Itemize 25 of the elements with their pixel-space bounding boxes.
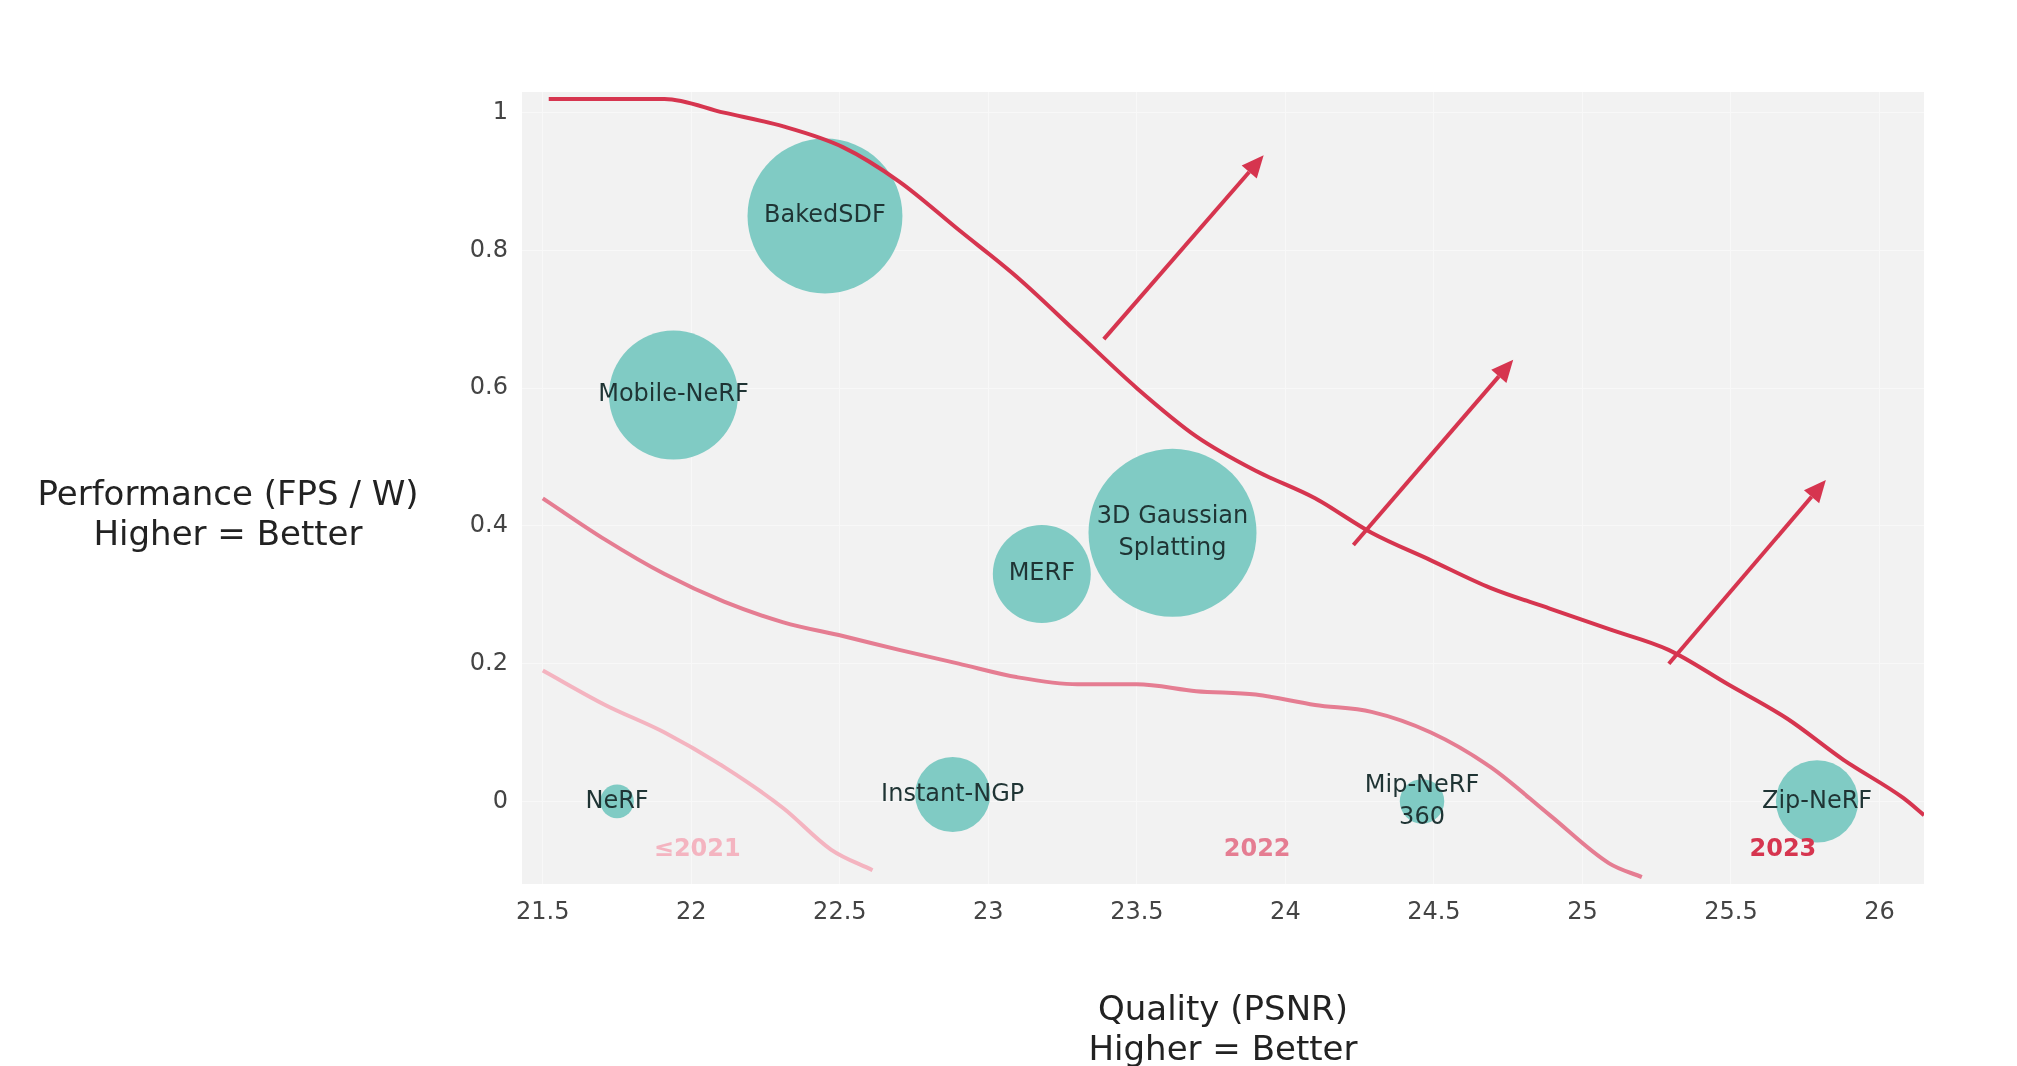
line-series (540, 668, 875, 873)
x-tick-label: 22 (676, 896, 707, 925)
x-tick-label: 24 (1270, 896, 1301, 925)
text: 2023 (1749, 834, 1817, 863)
y-tick-label: 0.2 (469, 647, 508, 676)
x-tick-label: 23 (973, 896, 1004, 925)
x-tick-label: 25.5 (1704, 896, 1758, 925)
y-tick-label: 0 (492, 785, 508, 814)
series-label: MERF (1008, 558, 1075, 587)
x-tick-label: 25 (1567, 896, 1598, 925)
y-tick-label: 0.8 (469, 234, 508, 263)
y-tick-label: 1 (492, 96, 508, 125)
series-label: 3D Gaussian Splatting (1096, 501, 1249, 561)
series-label: ≤2021 (653, 834, 741, 863)
x-tick-label: 22.5 (813, 896, 867, 925)
x-tick-label: 24.5 (1407, 896, 1461, 925)
line-series (540, 496, 1644, 880)
y-axis-title: Performance (FPS / W) Higher = Better (36, 473, 420, 553)
x-tick-label: 21.5 (516, 896, 570, 925)
x-tick-label: 23.5 (1110, 896, 1164, 925)
series-label: BakedSDF (764, 200, 886, 229)
x-tick-label: 26 (1864, 896, 1895, 925)
text: 2022 (1223, 834, 1291, 863)
y-tick-label: 0.6 (469, 372, 508, 401)
y-tick-label: 0.4 (469, 510, 508, 539)
